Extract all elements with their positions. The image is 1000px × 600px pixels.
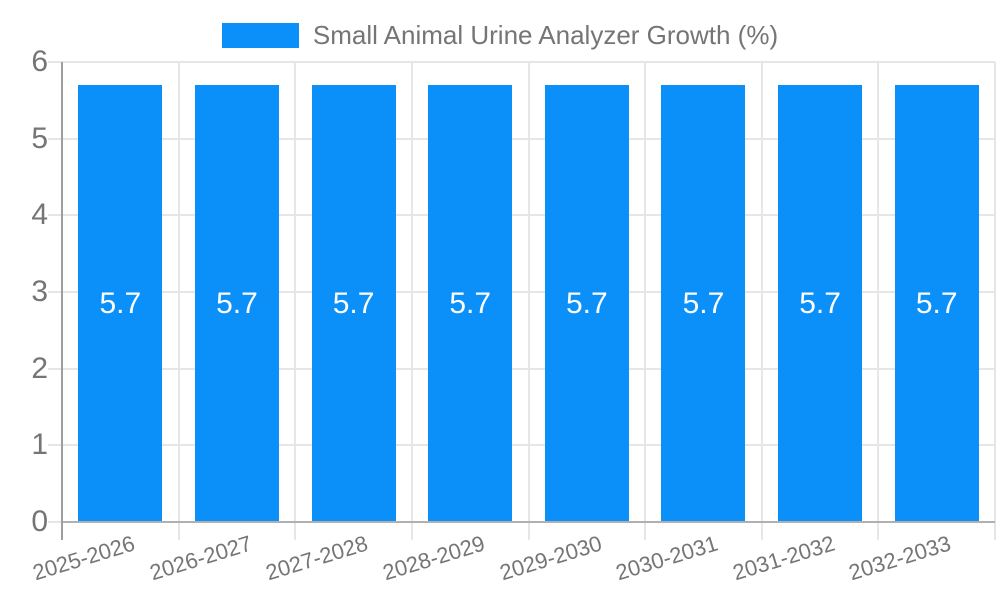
bar[interactable]: 5.7 [778, 85, 863, 522]
bar-slot: 5.7 [295, 85, 412, 522]
x-tick [410, 522, 413, 540]
legend-label: Small Animal Urine Analyzer Growth (%) [312, 20, 779, 50]
y-axis-labels: 0 1 2 3 4 5 6 [0, 45, 48, 538]
x-grid-line [760, 62, 763, 522]
bar[interactable]: 5.7 [194, 85, 279, 522]
x-tick-label: 2028-2029 [379, 530, 488, 586]
x-grid-line [294, 62, 297, 522]
bar-value-label: 5.7 [99, 286, 142, 320]
bar[interactable]: 5.7 [78, 85, 163, 522]
y-tick-label: 6 [31, 45, 48, 78]
x-grid-line [527, 62, 530, 522]
bar-slot: 5.7 [412, 85, 529, 522]
x-tick [527, 522, 530, 540]
y-tick [48, 61, 62, 63]
y-tick [48, 291, 62, 293]
x-tick-label: 2030-2031 [613, 530, 721, 586]
y-tick [48, 214, 62, 217]
x-tick-label: 2027-2028 [263, 530, 372, 586]
bar[interactable]: 5.7 [661, 85, 746, 522]
bar-value-label: 5.7 [332, 286, 375, 320]
bar-value-label: 5.7 [565, 286, 608, 320]
x-axis-labels: 2025-2026 2026-2027 2027-2028 2028-2029 2029… [30, 522, 995, 600]
bar-slot: 5.7 [529, 85, 646, 522]
y-tick [48, 367, 62, 370]
x-tick [644, 522, 647, 540]
bar-value-label: 5.7 [915, 286, 958, 320]
bar[interactable]: 5.7 [311, 85, 396, 522]
x-tick [177, 522, 180, 540]
y-tick-label: 2 [31, 351, 48, 385]
bar-value-label: 5.7 [216, 286, 258, 320]
bar-slot: 5.7 [179, 85, 296, 522]
x-grid-line [877, 62, 880, 522]
bar-slot: 5.7 [878, 85, 995, 522]
y-tick [48, 444, 62, 447]
bar-value-label: 5.7 [449, 286, 492, 320]
bar-slot: 5.7 [62, 85, 179, 522]
y-tick-label: 0 [31, 505, 48, 538]
x-grid-line [177, 62, 180, 522]
bar[interactable]: 5.7 [428, 85, 513, 522]
bar-value-label: 5.7 [682, 286, 725, 320]
bar-slot: 5.7 [645, 85, 762, 522]
x-baseline [62, 521, 995, 523]
legend: Small Animal Urine Analyzer Growth (%) [0, 20, 1000, 51]
bar[interactable]: 5.7 [544, 85, 629, 522]
x-tick-label: 2026-2027 [146, 530, 255, 586]
legend-swatch [221, 23, 299, 48]
x-tick-label: 2032-2033 [846, 530, 955, 586]
y-tick [48, 137, 62, 140]
x-grid-line [994, 62, 996, 522]
x-tick [294, 522, 297, 540]
y-tick-label: 1 [31, 428, 48, 462]
y-tick-label: 3 [31, 275, 48, 308]
x-tick [994, 522, 996, 540]
bar-value-label: 5.7 [799, 286, 841, 320]
bar[interactable]: 5.7 [894, 85, 979, 522]
y-axis-line [61, 62, 63, 540]
x-tick-label: 2031-2032 [729, 530, 838, 586]
x-grid-line [410, 62, 413, 522]
y-tick-label: 4 [31, 198, 48, 232]
x-tick [760, 522, 763, 540]
x-tick-label: 2029-2030 [496, 530, 605, 586]
bar-slot: 5.7 [762, 85, 879, 522]
y-tick-label: 5 [31, 121, 48, 155]
x-tick [877, 522, 880, 540]
y-tick [48, 521, 62, 523]
plot-area: 5.7 5.7 5.7 5.7 5.7 5.7 5.7 5.7 [48, 61, 996, 540]
x-grid-line [644, 62, 647, 522]
